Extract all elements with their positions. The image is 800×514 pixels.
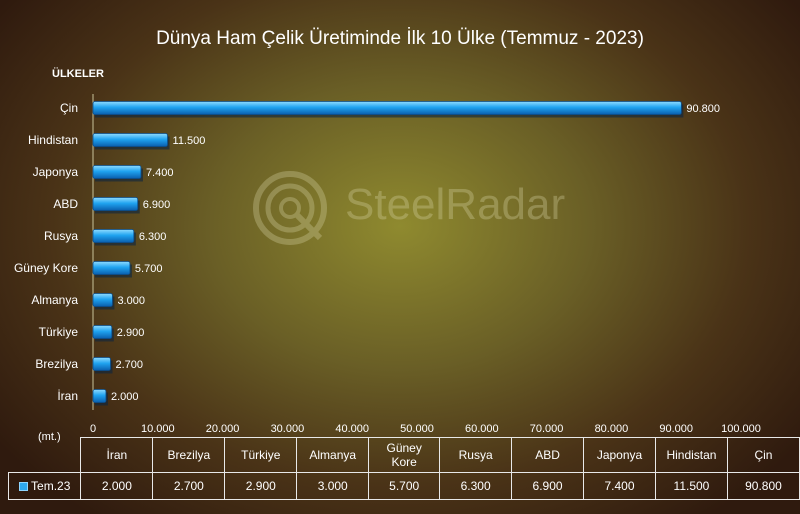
data-label: 3.000 <box>117 295 145 307</box>
bar <box>92 293 113 307</box>
bar <box>92 389 107 403</box>
category-label: ABD <box>53 197 78 211</box>
data-label: 90.800 <box>686 103 720 115</box>
x-tick-label: 0 <box>90 423 96 435</box>
x-tick-label: 100.000 <box>721 423 761 435</box>
data-table-value: 3.000 <box>296 472 370 500</box>
data-table-values-row: Tem.23 2.000 2.700 2.900 3.000 5.700 6.3… <box>7 472 800 500</box>
data-table-category: Çin <box>726 437 800 473</box>
legend-key-icon <box>19 482 29 492</box>
category-label: İran <box>57 389 78 403</box>
data-table-value: 2.000 <box>80 472 154 500</box>
category-label: Japonya <box>33 165 79 179</box>
y-axis-label: ÜLKELER <box>52 68 104 80</box>
data-table-category: ABD <box>511 437 585 473</box>
category-label: Brezilya <box>35 357 78 371</box>
data-table-value: 7.400 <box>583 472 656 500</box>
data-label: 6.300 <box>139 231 167 243</box>
steelradar-watermark: SteelRadar <box>250 168 565 248</box>
bar <box>92 101 682 115</box>
data-table-category: İran <box>80 437 154 473</box>
data-table-corner <box>9 438 81 473</box>
data-table-value: 2.700 <box>152 472 226 500</box>
data-table-value: 2.900 <box>224 472 298 500</box>
category-label: Almanya <box>31 293 78 307</box>
chart-title: Dünya Ham Çelik Üretiminde İlk 10 Ülke (… <box>156 28 644 49</box>
x-tick-label: 10.000 <box>141 423 175 435</box>
bar <box>92 325 113 339</box>
data-table-category: Almanya <box>296 437 370 473</box>
x-axis-unit-label: (mt.) <box>38 431 61 443</box>
data-table: İran Brezilya Türkiye Almanya Güney Kore… <box>7 437 800 500</box>
x-tick-label: 50.000 <box>400 423 434 435</box>
bar <box>92 229 135 243</box>
data-table-value: 90.800 <box>726 472 800 500</box>
category-label: Türkiye <box>39 325 79 339</box>
bar <box>92 261 131 275</box>
data-table-category: Brezilya <box>152 437 226 473</box>
data-table-value: 11.500 <box>654 472 728 500</box>
category-label: Hindistan <box>28 133 78 147</box>
data-label: 2.900 <box>117 327 145 339</box>
data-label: 6.900 <box>143 199 171 211</box>
data-label: 11.500 <box>173 135 206 147</box>
x-tick-label: 30.000 <box>271 423 305 435</box>
bar <box>92 133 168 147</box>
bar <box>92 197 139 211</box>
bar <box>92 357 111 371</box>
data-table-category: Hindistan <box>654 437 728 473</box>
data-table-category: Güney Kore <box>368 437 441 473</box>
data-table-category: Japonya <box>583 437 656 473</box>
x-tick-label: 90.000 <box>659 423 693 435</box>
data-table-header-row: İran Brezilya Türkiye Almanya Güney Kore… <box>9 437 800 473</box>
bar <box>92 165 142 179</box>
watermark-text: SteelRadar <box>345 180 566 229</box>
x-tick-label: 20.000 <box>206 423 240 435</box>
category-label: Güney Kore <box>14 261 78 275</box>
x-tick-label: 80.000 <box>595 423 629 435</box>
data-table-value: 6.900 <box>511 472 585 500</box>
data-label: 7.400 <box>146 167 174 179</box>
steelradar-logo-icon <box>253 171 327 245</box>
data-label: 5.700 <box>135 263 163 275</box>
x-tick-label: 60.000 <box>465 423 499 435</box>
data-table-category: Türkiye <box>224 437 298 473</box>
data-table-category: Rusya <box>439 437 513 473</box>
data-table-value: 6.300 <box>439 472 513 500</box>
plot-area: 2.000 İran 2.700 Brezilya 2.900 Türkiye 3.000 A… <box>14 94 761 435</box>
data-label: 2.000 <box>111 391 139 403</box>
data-label: 2.700 <box>115 359 143 371</box>
data-table-series-label: Tem.23 <box>7 472 82 500</box>
series-name: Tem.23 <box>31 479 71 493</box>
x-tick-label: 70.000 <box>530 423 564 435</box>
x-tick-label: 40.000 <box>335 423 369 435</box>
category-label: Rusya <box>44 229 78 243</box>
category-label: Çin <box>60 101 78 115</box>
data-table-value: 5.700 <box>368 472 441 500</box>
